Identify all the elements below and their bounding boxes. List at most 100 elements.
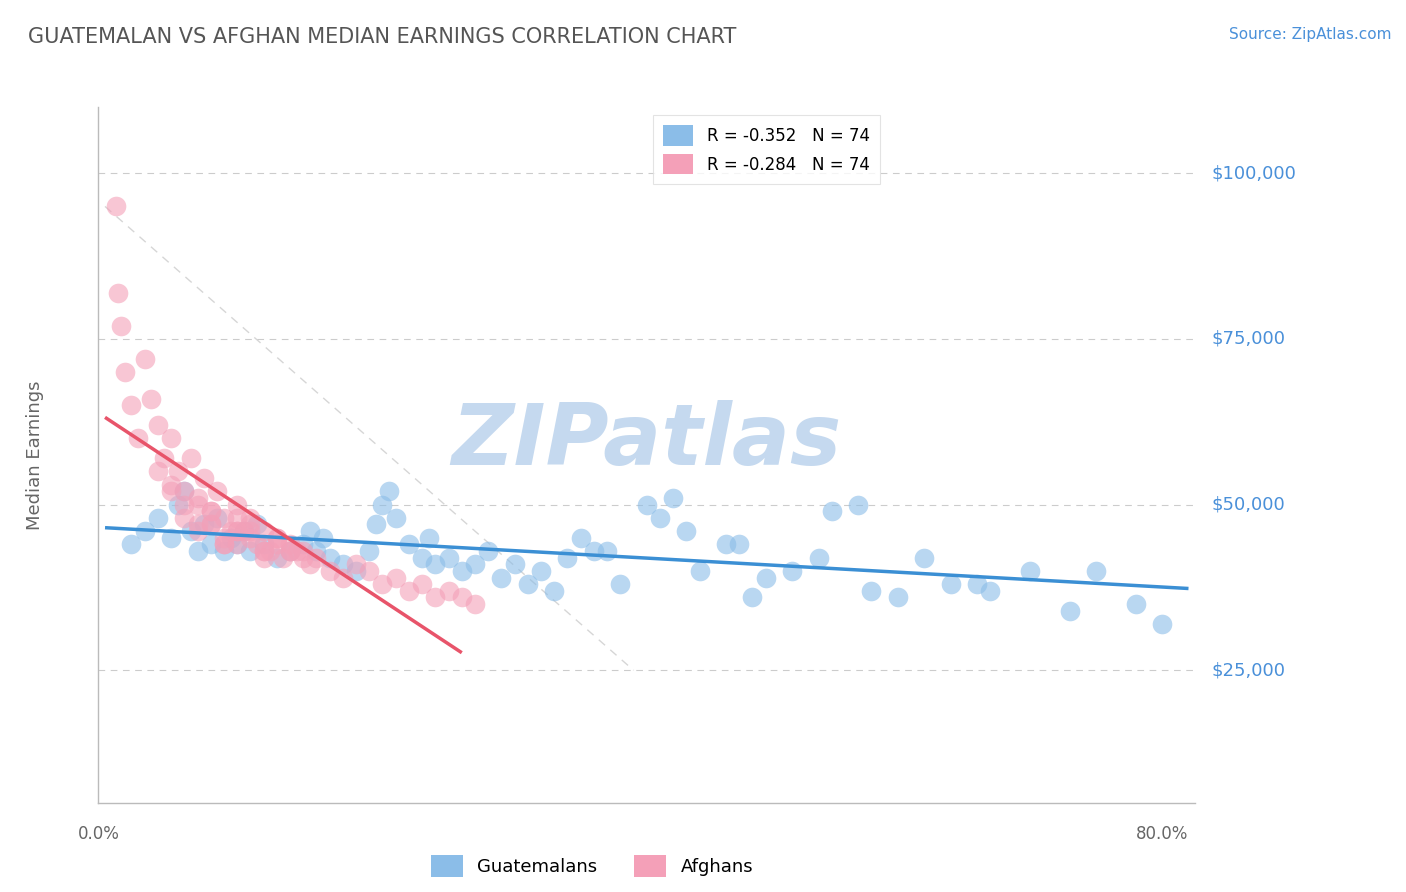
Point	[107, 285, 129, 300]
Point	[425, 558, 447, 572]
Point	[273, 550, 295, 565]
Point	[318, 564, 340, 578]
Point	[359, 564, 381, 578]
Point	[200, 504, 222, 518]
Point	[1152, 616, 1174, 631]
Point	[344, 558, 367, 572]
Point	[114, 365, 136, 379]
Point	[298, 558, 321, 572]
Point	[186, 544, 208, 558]
Point	[193, 471, 215, 485]
Point	[226, 511, 249, 525]
Text: 0.0%: 0.0%	[77, 825, 120, 843]
Point	[305, 550, 328, 565]
Point	[437, 550, 460, 565]
Point	[207, 511, 229, 525]
Point	[609, 577, 631, 591]
Point	[728, 537, 751, 551]
Point	[516, 577, 538, 591]
Point	[153, 451, 176, 466]
Point	[887, 591, 910, 605]
Point	[1085, 564, 1108, 578]
Point	[807, 550, 830, 565]
Point	[186, 524, 208, 538]
Point	[477, 544, 499, 558]
Point	[173, 511, 195, 525]
Point	[450, 591, 472, 605]
Point	[160, 531, 183, 545]
Point	[120, 398, 142, 412]
Point	[252, 537, 274, 551]
Point	[226, 537, 249, 551]
Point	[450, 564, 472, 578]
Point	[1019, 564, 1042, 578]
Point	[418, 531, 440, 545]
Point	[127, 431, 149, 445]
Point	[648, 511, 671, 525]
Point	[252, 524, 274, 538]
Point	[173, 484, 195, 499]
Point	[491, 570, 513, 584]
Point	[193, 517, 215, 532]
Point	[173, 484, 195, 499]
Point	[675, 524, 697, 538]
Point	[278, 537, 301, 551]
Point	[332, 570, 354, 584]
Point	[278, 544, 301, 558]
Point	[180, 524, 202, 538]
Text: $50,000: $50,000	[1212, 496, 1285, 514]
Point	[200, 504, 222, 518]
Point	[266, 531, 288, 545]
Text: Median Earnings: Median Earnings	[27, 380, 44, 530]
Point	[846, 498, 869, 512]
Point	[464, 558, 486, 572]
Point	[332, 558, 354, 572]
Point	[239, 544, 262, 558]
Point	[219, 531, 242, 545]
Point	[378, 484, 401, 499]
Point	[212, 537, 235, 551]
Point	[186, 498, 208, 512]
Point	[212, 537, 235, 551]
Point	[437, 583, 460, 598]
Point	[398, 583, 420, 598]
Point	[252, 550, 274, 565]
Point	[160, 477, 183, 491]
Point	[305, 544, 328, 558]
Point	[186, 491, 208, 505]
Point	[411, 550, 433, 565]
Point	[384, 511, 406, 525]
Text: $75,000: $75,000	[1212, 330, 1286, 348]
Point	[557, 550, 579, 565]
Point	[359, 544, 381, 558]
Point	[239, 531, 262, 545]
Point	[266, 550, 288, 565]
Point	[503, 558, 526, 572]
Legend: Guatemalans, Afghans: Guatemalans, Afghans	[423, 847, 761, 884]
Point	[278, 544, 301, 558]
Point	[259, 544, 281, 558]
Point	[226, 524, 249, 538]
Point	[364, 517, 387, 532]
Point	[212, 544, 235, 558]
Text: $25,000: $25,000	[1212, 661, 1286, 680]
Point	[266, 537, 288, 551]
Point	[278, 544, 301, 558]
Point	[239, 511, 262, 525]
Point	[582, 544, 605, 558]
Point	[285, 544, 308, 558]
Point	[662, 491, 685, 505]
Point	[200, 517, 222, 532]
Point	[344, 564, 367, 578]
Point	[292, 550, 315, 565]
Point	[252, 544, 274, 558]
Point	[212, 511, 235, 525]
Point	[543, 583, 565, 598]
Point	[755, 570, 778, 584]
Point	[318, 550, 340, 565]
Point	[246, 517, 269, 532]
Point	[146, 511, 169, 525]
Point	[141, 392, 163, 406]
Point	[173, 498, 195, 512]
Point	[246, 537, 269, 551]
